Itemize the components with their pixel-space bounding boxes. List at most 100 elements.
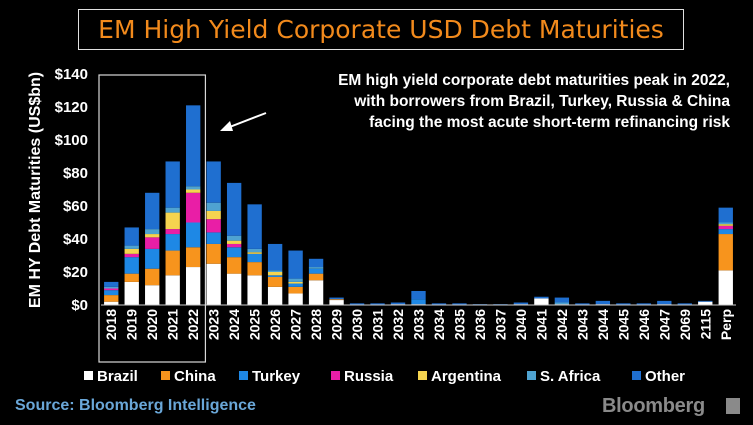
bar-segment-other (657, 300, 672, 305)
legend-swatch (418, 371, 427, 380)
bar-segment-turkey (247, 253, 262, 263)
bar-segment-china (329, 299, 344, 301)
bar-segment-other (595, 300, 611, 305)
y-tick-label: $60 (63, 198, 88, 215)
bar-segment-china (104, 295, 119, 302)
annotation-line: facing the most acute short-term refinan… (369, 114, 730, 131)
bar-segment-argentina (247, 252, 262, 254)
bar-segment-brazil (145, 285, 160, 305)
bar-segment-brazil (104, 301, 119, 305)
bar-segment-china (718, 234, 733, 271)
bar-segment-s-africa (554, 302, 570, 305)
highlight-box (98, 74, 207, 363)
x-tick-label: 2045 (615, 309, 631, 340)
x-tick-label: 2019 (124, 309, 140, 340)
bar-segment-s-africa (124, 245, 139, 249)
bar-segment-argentina (165, 212, 180, 230)
x-tick-label: 2027 (288, 309, 304, 340)
bar-segment-turkey (718, 229, 733, 235)
x-tick-label: 2020 (144, 309, 160, 340)
bar-segment-turkey (124, 257, 139, 274)
bar-segment-other (677, 303, 692, 305)
bar-segment-argentina (718, 224, 733, 226)
bar-segment-argentina (226, 240, 242, 244)
bloomberg-logo: Bloomberg (602, 395, 705, 417)
annotation-line: EM high yield corporate debt maturities … (338, 72, 730, 89)
legend-label: Argentina (431, 368, 502, 385)
bar-segment-s-africa (206, 202, 221, 211)
legend-label: China (174, 368, 216, 385)
bar-segment-china (267, 276, 283, 287)
bar-segment-brazil (267, 286, 283, 305)
x-tick-label: 2036 (472, 309, 488, 340)
x-tick-label: 2042 (554, 309, 570, 340)
x-tick-label: 2043 (574, 309, 590, 340)
bar-segment-china (288, 286, 303, 294)
bar-segment-turkey (186, 222, 201, 248)
bar-segment-other (104, 281, 119, 287)
bar-segment-s-africa (186, 186, 201, 190)
bar-segment-argentina (267, 272, 283, 276)
bar-segment-other (308, 258, 324, 268)
annotation-line: with borrowers from Brazil, Turkey, Russ… (354, 93, 730, 110)
bar-segment-turkey (165, 234, 180, 251)
legend-label: Russia (344, 368, 394, 385)
bar-segment-s-africa (308, 267, 324, 269)
bar-segment-other (718, 207, 733, 223)
bar-segment-other (411, 290, 426, 300)
legend: Brazil China Turkey Russia Argentina S. Afric… (84, 368, 685, 385)
bar-segment-russia (186, 192, 201, 223)
bar-segment-china (308, 273, 324, 281)
annotation-arrowhead (220, 121, 233, 131)
bar-segment-s-africa (718, 222, 733, 225)
bar-segment-russia (718, 225, 733, 230)
y-tick-label: $100 (55, 132, 88, 149)
x-tick-label: 2041 (533, 309, 549, 340)
bar-segment-brazil (206, 263, 221, 305)
bar-segment-turkey (145, 248, 160, 269)
bars (104, 105, 733, 305)
bar-segment-other (329, 297, 344, 300)
x-tick-label: 2028 (308, 309, 324, 340)
bar-segment-s-africa (226, 235, 242, 241)
bar-segment-other (575, 303, 590, 305)
bar-segment-brazil (308, 280, 324, 305)
x-tick-label: Perp (718, 309, 734, 340)
bar-segment-other (390, 302, 406, 305)
x-tick-label: 2046 (636, 309, 652, 340)
bar-segment-china (145, 268, 160, 286)
bar-segment-other (452, 303, 467, 305)
bar-segment-china (124, 273, 139, 282)
bloomberg-terminal-icon (726, 398, 740, 414)
bar-segment-other (145, 192, 160, 230)
bar-segment-china (247, 262, 262, 276)
bar-segment-argentina (145, 234, 160, 238)
bar-segment-s-africa (165, 207, 180, 213)
x-tick-label: 2023 (206, 309, 222, 340)
y-tick-label: $0 (71, 297, 88, 314)
y-tick-label: $40 (63, 231, 88, 248)
bar-segment-argentina (206, 210, 221, 220)
bar-segment-other (513, 302, 529, 305)
chart: EM HY Debt Maturities (US$bn) $0 $20 $40 $6… (27, 66, 736, 385)
y-axis-ticks: $0 $20 $40 $60 $80 $100 $120 $140 (55, 66, 88, 314)
x-tick-label: 2018 (103, 309, 119, 340)
bar-segment-brazil (247, 275, 262, 305)
y-tick-label: $120 (55, 99, 88, 116)
x-tick-label: 2022 (185, 309, 201, 340)
legend-swatch (239, 371, 248, 380)
bar-segment-other (226, 182, 242, 236)
bar-segment-brazil (186, 267, 201, 305)
legend-swatch (161, 371, 170, 380)
bar-segment-other (186, 105, 201, 187)
bar-segment-china (186, 247, 201, 268)
bar-segment-russia (124, 253, 139, 258)
bar-segment-turkey (288, 283, 303, 287)
bar-segment-turkey (206, 232, 221, 244)
bar-segment-russia (165, 229, 180, 235)
bar-segment-brazil (226, 273, 242, 305)
bar-segment-argentina (124, 248, 139, 254)
bar-segment-s-africa (267, 270, 283, 272)
bar-segment-russia (104, 288, 119, 291)
page-title: EM High Yield Corporate USD Debt Maturit… (98, 15, 664, 44)
